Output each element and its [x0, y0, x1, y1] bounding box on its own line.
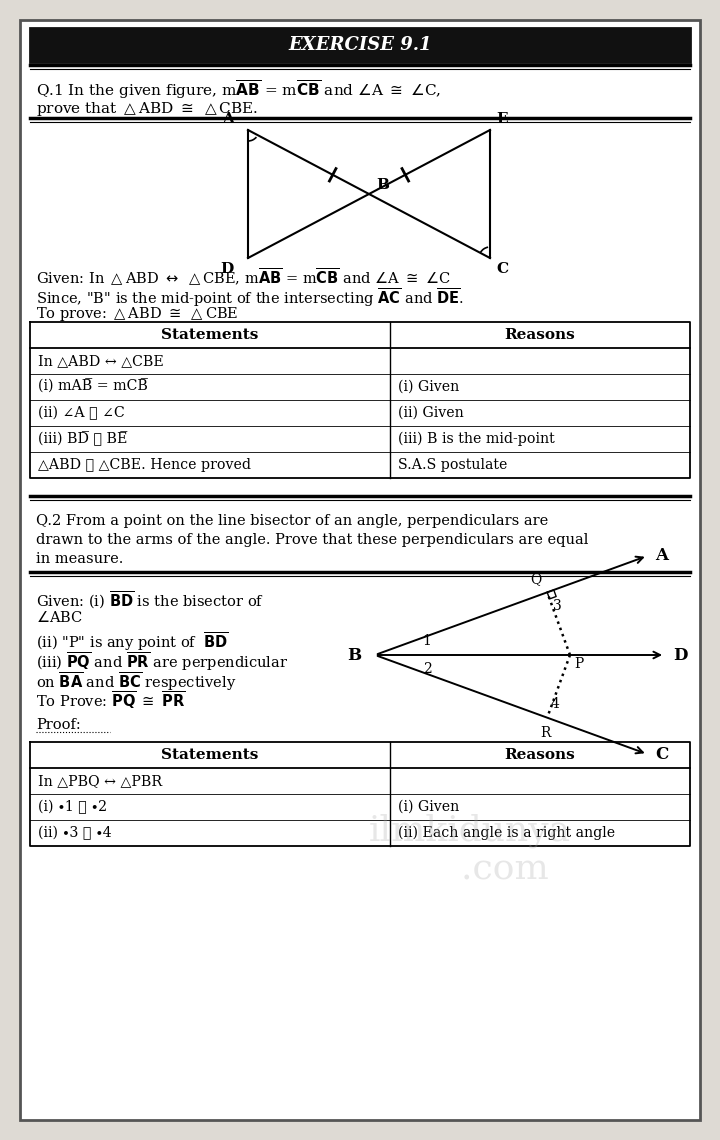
Text: (i) Given: (i) Given	[398, 800, 459, 814]
Text: on $\overline{\mathbf{BA}}$ and $\overline{\mathbf{BC}}$ respectively: on $\overline{\mathbf{BA}}$ and $\overli…	[36, 670, 236, 693]
Text: $\angle$ABC: $\angle$ABC	[36, 610, 83, 625]
Text: E: E	[496, 112, 508, 127]
Text: prove that $\triangle$ABD $\cong$ $\triangle$CBE.: prove that $\triangle$ABD $\cong$ $\tria…	[36, 100, 258, 119]
Text: (ii) ∠A ≅ ∠C: (ii) ∠A ≅ ∠C	[38, 406, 125, 421]
Text: R: R	[540, 726, 550, 740]
Text: (i) ∙1 ≅ ∙2: (i) ∙1 ≅ ∙2	[38, 800, 107, 814]
Text: 4: 4	[551, 697, 559, 710]
Text: Q.2 From a point on the line bisector of an angle, perpendiculars are: Q.2 From a point on the line bisector of…	[36, 514, 548, 528]
Text: (ii) "P" is any point of  $\overline{\mathbf{BD}}$: (ii) "P" is any point of $\overline{\mat…	[36, 630, 229, 652]
Text: EXERCISE 9.1: EXERCISE 9.1	[288, 36, 432, 54]
Text: Given: In $\triangle$ABD $\leftrightarrow$ $\triangle$CBE, m$\overline{\mathbf{A: Given: In $\triangle$ABD $\leftrightarro…	[36, 267, 451, 288]
Text: (i) mAB̅ = mCB̅: (i) mAB̅ = mCB̅	[38, 380, 148, 394]
Text: ilmkidunya
      .com: ilmkidunya .com	[369, 813, 571, 887]
Text: D: D	[673, 646, 688, 663]
Text: (ii) Each angle is a right angle: (ii) Each angle is a right angle	[398, 825, 615, 840]
Text: Given: (i) $\overline{\mathbf{BD}}$ is the bisector of: Given: (i) $\overline{\mathbf{BD}}$ is t…	[36, 591, 264, 611]
Text: (i) Given: (i) Given	[398, 380, 459, 394]
Text: Proof:: Proof:	[36, 718, 81, 732]
Text: To prove: $\triangle$ABD $\cong$ $\triangle$CBE: To prove: $\triangle$ABD $\cong$ $\trian…	[36, 306, 238, 323]
Text: A: A	[655, 547, 668, 564]
Text: Statements: Statements	[161, 748, 258, 762]
Text: Reasons: Reasons	[505, 328, 575, 342]
Text: (iii) $\overline{\mathbf{PQ}}$ and $\overline{\mathbf{PR}}$ are perpendicular: (iii) $\overline{\mathbf{PQ}}$ and $\ove…	[36, 650, 288, 673]
Bar	[30, 28, 690, 62]
Text: drawn to the arms of the angle. Prove that these perpendiculars are equal: drawn to the arms of the angle. Prove th…	[36, 534, 588, 547]
Text: in measure.: in measure.	[36, 552, 123, 565]
Text: 2: 2	[423, 662, 431, 676]
Text: To Prove: $\overline{\mathbf{PQ}}$ $\cong$ $\overline{\mathbf{PR}}$: To Prove: $\overline{\mathbf{PQ}}$ $\con…	[36, 690, 186, 712]
Text: Since, "B" is the mid-point of the intersecting $\overline{\mathbf{AC}}$ and $\o: Since, "B" is the mid-point of the inter…	[36, 286, 464, 309]
Text: (ii) ∙3 ≅ ∙4: (ii) ∙3 ≅ ∙4	[38, 825, 112, 840]
Text: Reasons: Reasons	[505, 748, 575, 762]
Text: △ABD ≅ △CBE. Hence proved: △ABD ≅ △CBE. Hence proved	[38, 458, 251, 472]
Text: In △PBQ ↔ △PBR: In △PBQ ↔ △PBR	[38, 774, 162, 788]
Text: (iii) B is the mid-point: (iii) B is the mid-point	[398, 432, 554, 446]
Text: 1: 1	[423, 634, 431, 648]
Text: Q.1 In the given figure, m$\overline{\mathbf{AB}}$ = m$\overline{\mathbf{CB}}$ a: Q.1 In the given figure, m$\overline{\ma…	[36, 78, 441, 100]
Text: (ii) Given: (ii) Given	[398, 406, 464, 420]
Text: C: C	[496, 262, 508, 276]
Text: A: A	[222, 112, 234, 127]
Text: B: B	[376, 178, 389, 192]
Text: D: D	[221, 262, 234, 276]
Text: (iii) BD̅ ≅ BE̅: (iii) BD̅ ≅ BE̅	[38, 432, 127, 447]
Text: Statements: Statements	[161, 328, 258, 342]
Text: P: P	[574, 657, 583, 671]
Text: In △ABD ↔ △CBE: In △ABD ↔ △CBE	[38, 355, 163, 368]
Text: B: B	[347, 646, 361, 663]
Text: S.A.S postulate: S.A.S postulate	[398, 458, 508, 472]
Text: 3: 3	[553, 600, 562, 613]
Text: Q: Q	[530, 572, 541, 586]
Text: C: C	[655, 746, 669, 763]
